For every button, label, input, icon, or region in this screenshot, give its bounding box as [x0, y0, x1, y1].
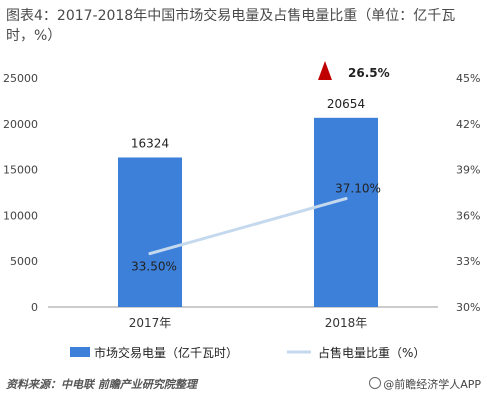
footer: 资料来源：中电联 前瞻产业研究院整理 @前瞻经济学人APP [6, 376, 481, 396]
y-left-tick-label: 5000 [10, 255, 38, 268]
credit-text: @前瞻经济学人APP [383, 378, 481, 391]
line-point [148, 252, 152, 256]
line-point [344, 197, 348, 201]
line-value-label: 33.50% [131, 260, 177, 274]
x-tick-label: 2018年 [325, 316, 368, 330]
line-series [148, 197, 348, 256]
legend-bar-label: 市场交易电量（亿千瓦时） [94, 345, 238, 360]
y-left-tick-label: 15000 [3, 164, 38, 177]
y-left-tick-label: 25000 [3, 72, 38, 85]
y-right-tick-label: 39% [456, 164, 480, 177]
y-left-tick-label: 0 [31, 301, 38, 314]
bar-value-label: 20654 [327, 97, 365, 111]
legend-line-label: 占售电量比重（%） [318, 345, 425, 360]
bar-value-label: 16324 [131, 136, 169, 150]
y-right-tick-label: 36% [456, 209, 480, 222]
y-right-tick-label: 30% [456, 301, 480, 314]
legend-bar-swatch [70, 347, 90, 357]
bar [118, 157, 182, 307]
annotation-group: 26.5% [318, 61, 390, 80]
growth-annotation-label: 26.5% [348, 66, 390, 80]
up-triangle-icon [318, 61, 332, 80]
line-group [148, 197, 348, 256]
bar [314, 117, 378, 307]
x-tick-label: 2017年 [129, 316, 172, 330]
legend-group: 市场交易电量（亿千瓦时） 占售电量比重（%） [70, 345, 425, 360]
chart-title: 图表4：2017-2018年中国市场交易电量及占售电量比重（单位：亿千瓦时，%） [6, 8, 456, 44]
source-note: 资料来源：中电联 前瞻产业研究院整理 [6, 378, 197, 391]
brand-logo-icon [369, 377, 382, 389]
labels-group: 16324 2017年 20654 2018年 33.50% 37.10% [129, 97, 381, 330]
line-value-label: 37.10% [335, 182, 381, 196]
y-right-tick-label: 42% [456, 118, 480, 131]
y-left-tick-label: 10000 [3, 209, 38, 222]
y-left-tick-label: 20000 [3, 118, 38, 131]
credit: @前瞻经济学人APP [369, 376, 481, 392]
bars-group [118, 117, 378, 307]
y-right-tick-label: 45% [456, 72, 480, 85]
y-right-tick-label: 33% [456, 255, 480, 268]
axes-group: 0 5000 10000 15000 20000 25000 30% 33% 36% 39% 42%… [3, 72, 480, 314]
